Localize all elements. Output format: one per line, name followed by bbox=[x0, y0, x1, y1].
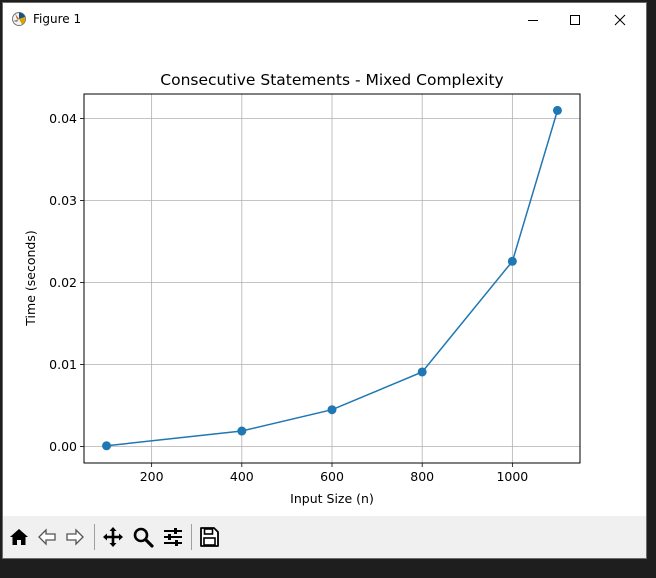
back-button[interactable] bbox=[34, 524, 60, 550]
y-tick-label: 0.02 bbox=[49, 275, 77, 290]
toolbar-separator bbox=[191, 524, 192, 550]
x-tick-label: 1000 bbox=[496, 469, 528, 484]
forward-arrow-icon bbox=[66, 528, 84, 546]
home-button[interactable] bbox=[6, 524, 32, 550]
title-bar[interactable]: Figure 1 bbox=[3, 3, 646, 36]
x-tick-label: 600 bbox=[320, 469, 344, 484]
home-icon bbox=[10, 529, 28, 545]
zoom-magnifier-icon bbox=[133, 527, 154, 548]
configure-subplots-button[interactable] bbox=[160, 524, 186, 550]
chart-title: Consecutive Statements - Mixed Complexit… bbox=[160, 71, 503, 89]
grid-lines bbox=[84, 94, 580, 463]
data-markers bbox=[102, 105, 562, 451]
y-axis-label: Time (seconds) bbox=[23, 230, 38, 326]
figure-canvas[interactable]: 200 400 600 800 1000 0.00 0.01 0.02 0.03 0.04 Con… bbox=[3, 36, 646, 516]
pan-move-icon bbox=[103, 527, 123, 547]
minimize-icon bbox=[528, 19, 538, 21]
data-point bbox=[417, 367, 427, 377]
save-floppy-icon bbox=[200, 527, 219, 547]
back-arrow-icon bbox=[38, 528, 56, 546]
x-tick-label: 800 bbox=[410, 469, 434, 484]
maximize-icon bbox=[570, 14, 580, 25]
maximize-button[interactable] bbox=[552, 3, 598, 36]
data-point bbox=[102, 441, 112, 451]
x-axis-label: Input Size (n) bbox=[290, 491, 374, 506]
y-tick-label: 0.00 bbox=[49, 439, 77, 454]
zoom-button[interactable] bbox=[130, 524, 156, 550]
chart: 200 400 600 800 1000 0.00 0.01 0.02 0.03 0.04 Con… bbox=[23, 71, 581, 506]
matplotlib-app-icon bbox=[11, 11, 27, 27]
close-icon bbox=[614, 14, 626, 25]
data-point bbox=[327, 405, 337, 415]
data-point bbox=[237, 426, 247, 436]
minimize-button[interactable] bbox=[510, 3, 556, 36]
y-tick-label: 0.04 bbox=[49, 111, 77, 126]
pan-button[interactable] bbox=[100, 524, 126, 550]
data-point bbox=[552, 105, 562, 115]
series-line bbox=[106, 110, 559, 447]
x-tick-label: 200 bbox=[140, 469, 164, 484]
data-point bbox=[507, 256, 517, 266]
figure-window: Figure 1 200 400 600 800 1000 0.00 0.01 0.02 0.0… bbox=[2, 2, 647, 559]
y-tick-label: 0.01 bbox=[49, 357, 77, 372]
close-button[interactable] bbox=[597, 3, 643, 36]
y-tick-label: 0.03 bbox=[49, 193, 77, 208]
window-title: Figure 1 bbox=[33, 12, 82, 26]
navigation-toolbar bbox=[3, 516, 646, 558]
save-button[interactable] bbox=[196, 524, 222, 550]
toolbar-separator bbox=[94, 524, 95, 550]
x-tick-label: 400 bbox=[230, 469, 254, 484]
axis-ticks: 200 400 600 800 1000 0.00 0.01 0.02 0.03 0.04 bbox=[49, 111, 528, 484]
configure-subplots-icon bbox=[164, 528, 182, 546]
forward-button[interactable] bbox=[62, 524, 88, 550]
